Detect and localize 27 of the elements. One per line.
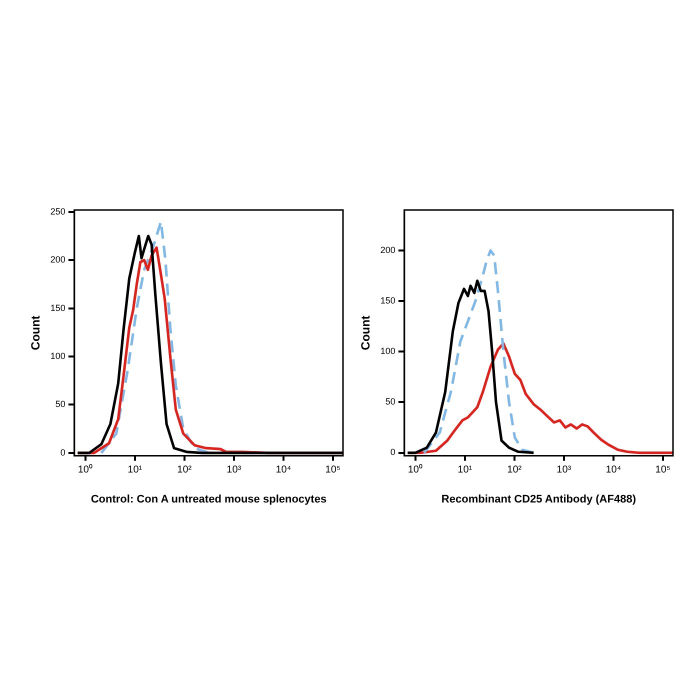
y-tick-label: 200 xyxy=(380,244,396,255)
x-tick-label: 10¹ xyxy=(458,464,473,476)
y-tick-label: 0 xyxy=(390,447,396,458)
x-tick-label: 10⁰ xyxy=(408,464,423,476)
x-tick-label: 10⁴ xyxy=(276,464,292,476)
y-axis-title: Count xyxy=(358,316,373,350)
x-tick-label: 10⁵ xyxy=(325,464,341,476)
x-tick-label: 10⁵ xyxy=(655,464,671,476)
y-tick-label: 0 xyxy=(60,447,66,458)
x-tick-label: 10⁰ xyxy=(78,464,93,476)
x-axis-title: Control: Con A untreated mouse splenocytes xyxy=(90,493,327,506)
y-tick-label: 50 xyxy=(385,396,396,407)
y-tick-label: 250 xyxy=(50,206,66,216)
x-tick-label: 10³ xyxy=(556,464,572,476)
y-tick-label: 100 xyxy=(50,351,66,361)
x-tick-label: 10² xyxy=(177,464,192,476)
y-tick-label: 100 xyxy=(380,346,396,356)
x-tick-label: 10⁴ xyxy=(606,464,622,476)
y-tick-label: 150 xyxy=(380,296,396,306)
x-tick-label: 10¹ xyxy=(128,464,143,476)
x-tick-label: 10² xyxy=(507,464,522,476)
y-tick-label: 200 xyxy=(50,254,66,265)
x-tick-label: 10³ xyxy=(226,464,242,476)
x-axis-title: Recombinant CD25 Antibody (AF488) xyxy=(441,493,636,506)
y-tick-label: 50 xyxy=(55,399,66,410)
y-tick-label: 150 xyxy=(50,302,66,313)
y-axis-title: Count xyxy=(28,316,43,350)
